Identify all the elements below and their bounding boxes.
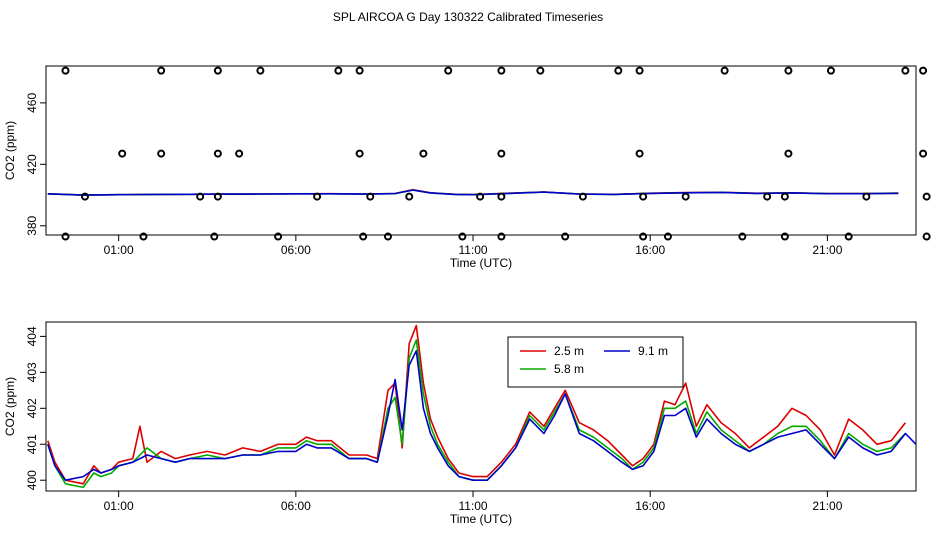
calibration-point [355, 149, 364, 158]
y-tick-label: 380 [25, 215, 39, 235]
calibration-point [635, 66, 644, 75]
calibration-point [784, 149, 793, 158]
calibration-point [738, 232, 747, 241]
calibration-point [383, 232, 392, 241]
calibration-point [922, 192, 931, 201]
series-line-9-1-m [47, 349, 916, 482]
calibration-point [536, 66, 545, 75]
calibration-point [61, 232, 70, 241]
calibration-point [139, 232, 148, 241]
calibration-point [80, 192, 89, 201]
y-tick-label: 460 [25, 93, 39, 113]
calibration-point [366, 192, 375, 201]
calibration-point [213, 66, 222, 75]
calibration-point [334, 66, 343, 75]
calibration-point [118, 149, 127, 158]
y-axis-label: CO2 (ppm) [3, 121, 17, 180]
calibration-point [922, 232, 931, 241]
calibration-point [919, 66, 928, 75]
calibration-point [681, 192, 690, 201]
calibration-point [355, 66, 364, 75]
calibration-point [862, 192, 871, 201]
calibration-point [256, 66, 265, 75]
calibration-point [419, 149, 428, 158]
calibration-point [919, 149, 928, 158]
y-tick-label: 420 [25, 154, 39, 174]
legend-label: 5.8 m [554, 362, 584, 376]
calibration-point [157, 66, 166, 75]
x-tick-label: 16:00 [635, 499, 665, 513]
x-tick-label: 21:00 [812, 499, 842, 513]
x-axis-label: Time (UTC) [450, 512, 512, 526]
calibration-point [844, 232, 853, 241]
legend-label: 2.5 m [554, 344, 584, 358]
top-panel: 01:00 06:00 11:00 16:00 21:00 380 420 460 Time (… [3, 65, 931, 270]
calibration-point [313, 192, 322, 201]
calibration-point [826, 66, 835, 75]
calibration-point [784, 66, 793, 75]
calibration-point [901, 66, 910, 75]
calibration-point [444, 66, 453, 75]
y-tick-label: 401 [25, 434, 39, 454]
series-line-9-1-m [47, 189, 899, 196]
calibration-point [614, 66, 623, 75]
x-tick-label: 16:00 [635, 243, 665, 257]
calibration-point [61, 66, 70, 75]
plot-frame [45, 65, 917, 236]
calibration-point [476, 192, 485, 201]
y-tick-label: 404 [25, 326, 39, 346]
legend-box [507, 336, 684, 388]
x-tick-label: 11:00 [458, 243, 487, 257]
calibration-point [639, 192, 648, 201]
calibration-point [458, 232, 467, 241]
bottom-panel: 01:00 06:00 11:00 16:00 21:00 400 401 402 403 404… [3, 321, 917, 526]
legend-label: 9.1 m [638, 344, 668, 358]
calibration-point [213, 149, 222, 158]
series-line-2-5-m [47, 324, 907, 485]
calibration-point [720, 66, 729, 75]
calibration-point [497, 192, 506, 201]
calibration-point [213, 192, 222, 201]
calibration-point [196, 192, 205, 201]
calibration-point [497, 232, 506, 241]
plot-frame [45, 321, 917, 492]
y-tick-label: 403 [25, 362, 39, 382]
calibration-point [274, 232, 283, 241]
figure-title: SPL AIRCOA G Day 130322 Calibrated Times… [332, 10, 604, 24]
calibration-point [210, 232, 219, 241]
x-tick-label: 06:00 [281, 499, 311, 513]
x-tick-label: 01:00 [104, 243, 134, 257]
calibration-point [780, 232, 789, 241]
calibration-point [497, 149, 506, 158]
x-tick-label: 11:00 [458, 499, 487, 513]
calibration-point [780, 192, 789, 201]
calibration-point [497, 66, 506, 75]
x-tick-label: 21:00 [812, 243, 842, 257]
y-tick-label: 400 [25, 470, 39, 490]
calibration-point [578, 192, 587, 201]
y-axis-label: CO2 (ppm) [3, 377, 17, 436]
series-line-5-8-m [47, 339, 906, 489]
calibration-point [235, 149, 244, 158]
x-axis-label: Time (UTC) [450, 256, 512, 270]
calibration-point [405, 192, 414, 201]
x-tick-label: 01:00 [104, 499, 134, 513]
calibration-point [157, 149, 166, 158]
y-tick-label: 402 [25, 398, 39, 418]
calibration-point [561, 232, 570, 241]
calibration-point [359, 232, 368, 241]
calibration-point [663, 232, 672, 241]
calibration-point [639, 232, 648, 241]
calibration-point [635, 149, 644, 158]
calibration-point [763, 192, 772, 201]
x-tick-label: 06:00 [281, 243, 311, 257]
